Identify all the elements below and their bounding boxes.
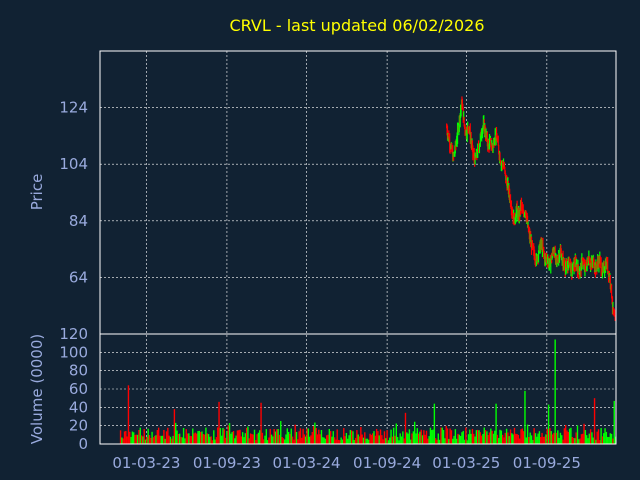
price-tick-label: 104 <box>59 155 88 173</box>
volume-tick-label: 0 <box>78 435 88 453</box>
volume-series <box>119 339 617 444</box>
volume-tick-label: 40 <box>69 398 88 416</box>
volume-axis-label: Volume (0000) <box>28 334 46 444</box>
grid-lines <box>100 51 616 444</box>
volume-tick-label: 20 <box>69 417 88 435</box>
axis-ticks: 01-03-23 01-09-23 01-03-24 01-09-24 01-03-25… <box>59 99 581 472</box>
x-tick-label: 01-03-24 <box>273 454 341 472</box>
price-tick-label: 84 <box>69 212 88 230</box>
volume-tick-label: 60 <box>69 380 88 398</box>
price-axis-label: Price <box>28 174 46 211</box>
x-tick-label: 01-09-25 <box>513 454 581 472</box>
price-tick-label: 124 <box>59 99 88 117</box>
price-series <box>446 96 616 322</box>
price-panel-frame <box>99 50 617 335</box>
volume-tick-label: 80 <box>69 362 88 380</box>
chart-title: CRVL - last updated 06/02/2026 <box>230 16 485 35</box>
volume-tick-label: 100 <box>59 343 88 361</box>
price-tick-label: 64 <box>69 268 88 286</box>
volume-panel-frame <box>99 333 617 445</box>
x-tick-label: 01-09-24 <box>353 454 421 472</box>
price-tick-label: 120 <box>59 325 88 343</box>
x-tick-label: 01-03-23 <box>112 454 180 472</box>
x-tick-label: 01-09-23 <box>193 454 261 472</box>
x-tick-label: 01-03-25 <box>432 454 500 472</box>
